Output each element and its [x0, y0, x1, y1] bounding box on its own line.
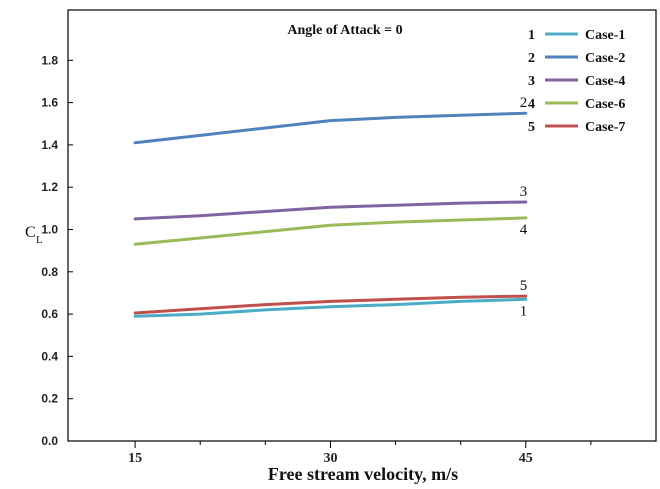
y-tick-label: 0.2: [41, 392, 58, 406]
y-tick-label: 1.4: [41, 138, 58, 152]
series-line-case-2: [135, 113, 526, 143]
y-tick-label: 0.0: [41, 434, 58, 448]
legend-label: Case-7: [585, 120, 625, 135]
legend-label: Case-2: [585, 51, 625, 66]
chart-annotation: Angle of Attack = 0: [287, 23, 402, 38]
series-end-label: 3: [520, 184, 528, 200]
series-end-label: 4: [520, 222, 528, 238]
legend-label: Case-4: [585, 74, 625, 89]
legend: 1 Case-1 2 Case-2 3 Case-4 4 Case-6 5 Case-7: [528, 28, 625, 135]
y-tick-label: 0.8: [41, 265, 58, 279]
x-tick-label: 15: [128, 451, 142, 466]
series-line-case-4: [135, 202, 526, 219]
series-layer: [135, 113, 526, 316]
legend-number: 1: [528, 28, 535, 43]
series-end-label: 2: [520, 95, 528, 111]
x-axis-label: Free stream velocity, m/s: [268, 464, 458, 484]
series-line-case-6: [135, 218, 526, 244]
legend-label: Case-1: [585, 28, 625, 43]
x-axis: 15 30 45: [128, 441, 591, 466]
y-axis-label: C: [25, 224, 36, 241]
y-tick-label: 0.6: [41, 307, 58, 321]
series-end-label: 5: [520, 278, 528, 294]
y-tick-label: 0.4: [41, 349, 58, 363]
y-tick-label: 1.6: [41, 96, 58, 110]
y-tick-label: 1.0: [41, 223, 58, 237]
legend-number: 5: [528, 120, 535, 135]
y-tick-label: 1.8: [41, 53, 58, 67]
legend-number: 4: [528, 97, 535, 112]
legend-number: 2: [528, 51, 535, 66]
legend-label: Case-6: [585, 97, 625, 112]
series-end-labels: 1 2 3 4 5: [520, 95, 528, 319]
y-axis-label-subscript: L: [36, 234, 43, 246]
series-end-label: 1: [520, 303, 528, 319]
x-tick-label: 45: [519, 451, 533, 466]
y-tick-label: 1.2: [41, 180, 58, 194]
legend-number: 3: [528, 74, 535, 89]
series-line-case-7: [135, 296, 526, 313]
plot-frame: [68, 10, 656, 441]
